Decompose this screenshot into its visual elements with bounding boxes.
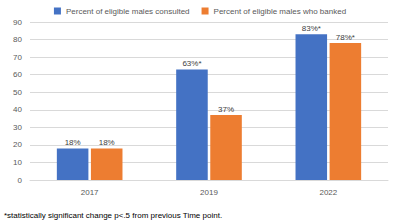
svg-text:Percent of eligible males who: Percent of eligible males who banked (214, 7, 347, 16)
svg-text:80: 80 (13, 35, 22, 44)
svg-text:70: 70 (13, 53, 22, 62)
svg-text:83%*: 83%* (302, 24, 321, 33)
svg-text:20: 20 (13, 140, 22, 149)
svg-text:37%: 37% (218, 105, 234, 114)
svg-text:50: 50 (13, 88, 22, 97)
svg-text:90: 90 (13, 18, 22, 27)
svg-text:18%: 18% (99, 138, 115, 147)
svg-text:10: 10 (13, 158, 22, 167)
svg-text:2022: 2022 (319, 188, 337, 197)
svg-text:60: 60 (13, 70, 22, 79)
svg-text:0: 0 (18, 176, 23, 185)
svg-text:Percent of eligible males cons: Percent of eligible males consulted (66, 7, 190, 16)
svg-text:18%: 18% (65, 138, 81, 147)
svg-text:*statistically significant cha: *statistically significant change p<.5 f… (4, 211, 222, 220)
svg-text:78%*: 78%* (336, 33, 355, 42)
svg-text:30: 30 (13, 123, 22, 132)
svg-text:63%*: 63%* (182, 59, 201, 68)
svg-text:2017: 2017 (81, 188, 99, 197)
svg-text:2019: 2019 (200, 188, 218, 197)
svg-text:40: 40 (13, 105, 22, 114)
